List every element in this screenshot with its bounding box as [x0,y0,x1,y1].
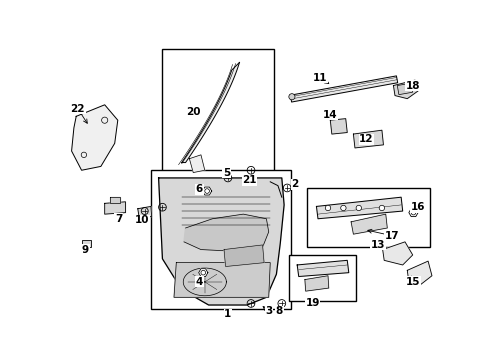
Polygon shape [407,261,431,287]
Text: 19: 19 [305,298,319,309]
Text: 2: 2 [291,179,298,189]
Polygon shape [305,276,328,291]
Polygon shape [182,62,239,163]
Text: 17: 17 [384,231,398,241]
Text: 9: 9 [81,244,89,255]
Polygon shape [290,76,397,102]
Text: 14: 14 [323,110,337,120]
Bar [162,49,274,178]
Circle shape [355,205,361,211]
Polygon shape [138,206,151,219]
Text: 1: 1 [224,309,231,319]
Polygon shape [158,178,284,305]
Bar [289,255,356,301]
Circle shape [378,205,384,211]
Text: 8: 8 [275,306,283,316]
Text: 7: 7 [115,214,122,224]
Polygon shape [71,105,118,170]
Polygon shape [350,214,386,234]
Text: 22: 22 [70,104,85,114]
Polygon shape [174,263,270,297]
Polygon shape [104,202,125,214]
Text: 12: 12 [359,134,373,144]
Polygon shape [393,80,417,99]
Bar [306,188,429,247]
Text: 13: 13 [370,240,385,250]
Polygon shape [224,245,264,266]
Bar [396,83,412,95]
Text: 4: 4 [195,277,203,287]
Polygon shape [198,269,207,277]
Polygon shape [353,130,383,148]
Text: 16: 16 [410,202,425,212]
Text: 21: 21 [242,175,256,185]
Circle shape [325,205,330,211]
Polygon shape [316,197,402,219]
Text: 3: 3 [264,306,272,316]
Text: 5: 5 [222,167,229,177]
Circle shape [340,205,346,211]
Text: 11: 11 [312,73,327,83]
Text: 6: 6 [195,184,203,194]
Polygon shape [110,197,120,203]
Polygon shape [382,242,412,265]
Polygon shape [297,260,348,276]
Text: 15: 15 [406,277,420,287]
Polygon shape [202,187,211,195]
Text: 10: 10 [135,215,149,225]
Text: 18: 18 [405,81,419,91]
Bar [151,170,290,309]
Circle shape [288,94,294,100]
Polygon shape [183,214,268,251]
Text: 20: 20 [185,108,200,117]
Bar [81,239,91,247]
Polygon shape [189,155,204,172]
Polygon shape [408,208,417,217]
Polygon shape [329,119,346,134]
